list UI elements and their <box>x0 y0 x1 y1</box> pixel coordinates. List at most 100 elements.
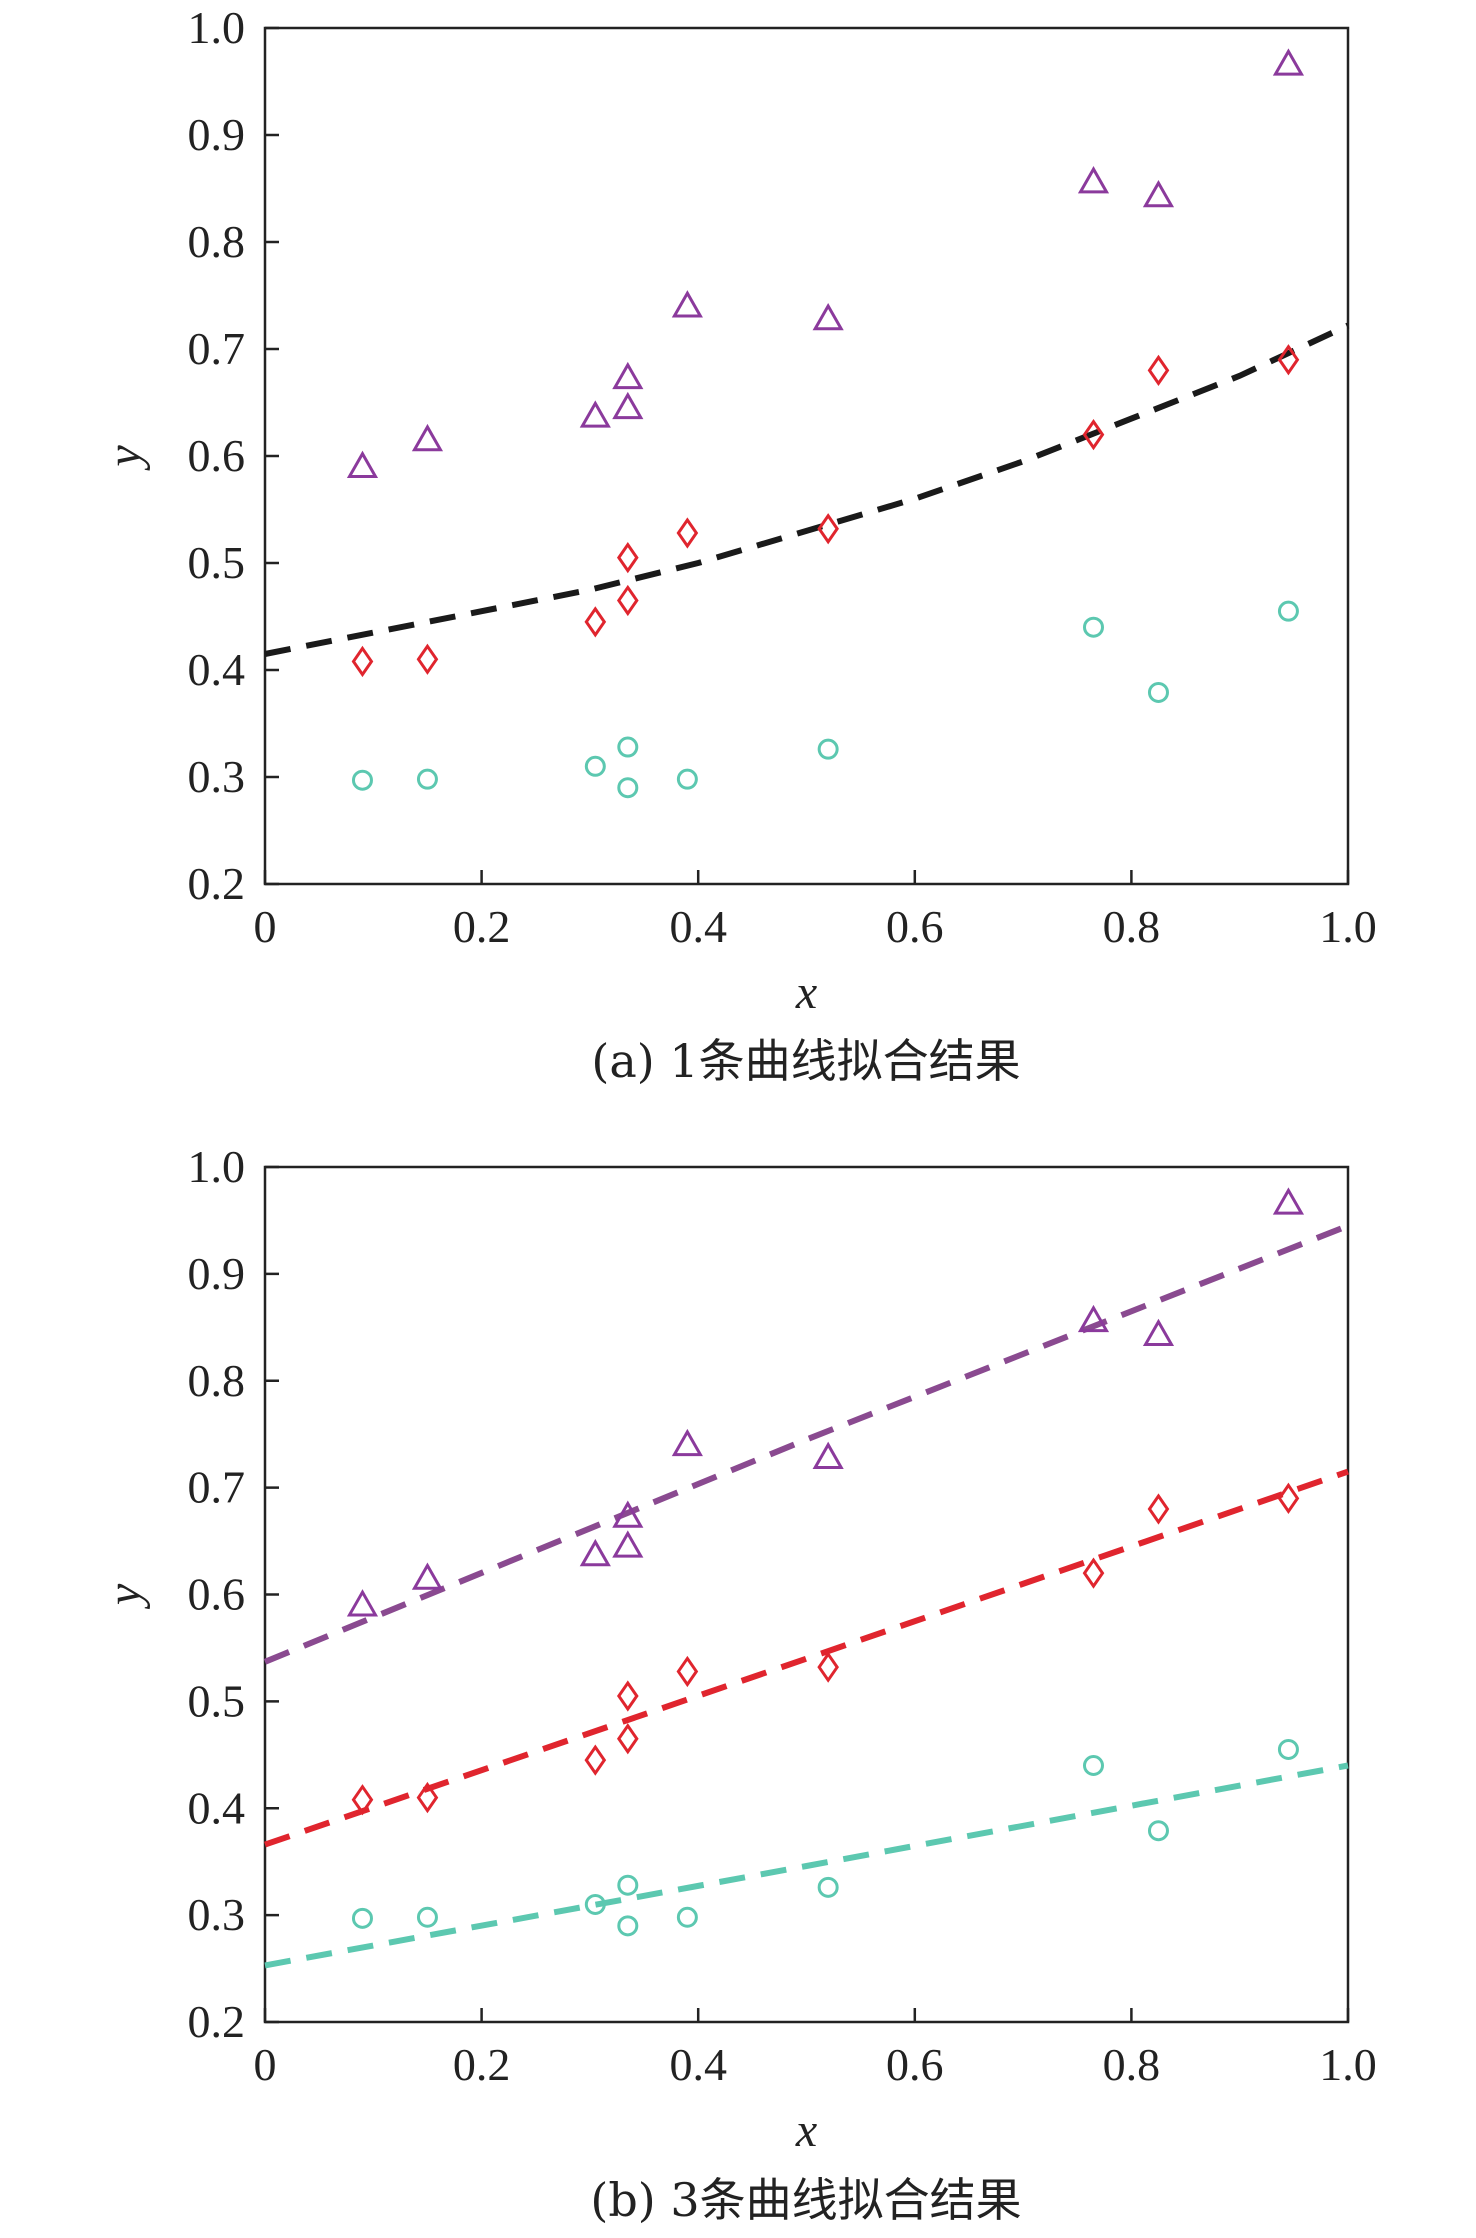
circle-point <box>676 1906 698 1928</box>
diamond-point <box>616 1680 639 1712</box>
triangle-point <box>1142 179 1175 208</box>
circle-point <box>617 1874 639 1896</box>
x-tick-label: 0.6 <box>886 901 944 952</box>
diamond-point <box>676 1655 699 1688</box>
x-tick-label: 0 <box>254 901 277 952</box>
diamond-point <box>676 517 699 549</box>
y-tick-label: 1.0 <box>188 2 246 53</box>
diamond-point <box>1147 354 1170 387</box>
x-tick-label: 0.8 <box>1103 901 1161 952</box>
triangle-point <box>1272 1187 1305 1215</box>
triangle-point <box>1077 1304 1110 1333</box>
circle-point <box>1147 1820 1169 1842</box>
triangle-point <box>671 290 703 318</box>
x-tick-label: 0.6 <box>886 2039 944 2090</box>
diamond-point <box>1277 344 1300 376</box>
diamond-point <box>817 513 839 545</box>
y-tick-label: 0.5 <box>188 1675 246 1726</box>
y-tick-label: 0.3 <box>188 751 246 802</box>
y-tick-label: 0.7 <box>188 1462 246 1513</box>
x-axis-label: x <box>795 2104 817 2157</box>
diamond-point <box>817 1651 839 1683</box>
circle-point <box>584 755 606 777</box>
y-tick-label: 0.8 <box>188 1355 246 1406</box>
circle-point <box>817 738 839 760</box>
y-tick-label: 0.4 <box>188 1782 246 1833</box>
y-tick-label: 0.6 <box>188 1569 246 1620</box>
circle-point <box>351 769 373 791</box>
circle-point <box>1082 1755 1104 1776</box>
diamond-point <box>584 606 607 638</box>
x-tick-label: 1.0 <box>1319 901 1377 952</box>
diamond-point <box>1082 1557 1105 1589</box>
y-tick-label: 0.5 <box>188 537 246 588</box>
y-tick-label: 0.3 <box>188 1889 246 1940</box>
diamond-point <box>616 1723 639 1755</box>
y-tick-label: 0.6 <box>188 430 246 481</box>
y-tick-label: 1.0 <box>188 1141 246 1192</box>
circle-point <box>1277 600 1299 622</box>
circle-point <box>1147 681 1169 703</box>
circle-point <box>416 1906 438 1928</box>
x-tick-label: 1.0 <box>1319 2039 1377 2090</box>
circle-point <box>617 777 639 799</box>
triangle-point <box>346 450 379 478</box>
triangle-point <box>612 1500 644 1528</box>
fit-line-fit-single <box>264 322 1350 657</box>
circle-point <box>1082 616 1104 638</box>
diamond-point <box>616 584 639 617</box>
panel-caption: (b) 3条曲线拟合结果 <box>590 2173 1021 2227</box>
x-tick-label: 0.2 <box>453 901 511 952</box>
diamond-point <box>416 643 439 675</box>
triangle-point <box>579 400 611 428</box>
circle-point <box>584 1893 606 1915</box>
plot-frame <box>263 26 1350 886</box>
y-axis-label: y <box>98 1583 151 1610</box>
triangle-point <box>812 1441 844 1469</box>
fit-line-fit-middle <box>264 1468 1349 1848</box>
y-tick-label: 0.2 <box>188 858 246 909</box>
diamond-point <box>1082 418 1105 451</box>
diamond-point <box>584 1744 607 1776</box>
fit-line-fit-upper <box>263 1223 1350 1665</box>
panel-a: 0 0.2 0.4 0.6 0.8 1.00.20.30.40.50.60.70.80.9… <box>98 2 1377 1088</box>
triangle-point <box>1142 1318 1175 1347</box>
diamond-point <box>351 645 374 678</box>
diamond-point <box>616 542 639 574</box>
circle-point <box>676 768 698 790</box>
x-tick-label: 0 <box>254 2039 277 2090</box>
triangle-point <box>612 391 644 420</box>
y-axis-label: y <box>98 445 151 472</box>
y-tick-label: 0.9 <box>188 109 246 160</box>
y-tick-label: 0.7 <box>188 323 246 374</box>
triangle-point <box>612 361 644 390</box>
triangle-point <box>346 1589 379 1617</box>
diamond-point <box>1277 1482 1300 1514</box>
diamond-point <box>416 1781 439 1814</box>
triangle-point <box>671 1428 703 1457</box>
y-tick-label: 0.2 <box>188 1996 246 2047</box>
triangle-point <box>411 423 444 452</box>
circle-point <box>1277 1738 1299 1760</box>
y-tick-label: 0.8 <box>188 216 246 267</box>
x-tick-label: 0.4 <box>669 2039 727 2090</box>
fit-line-fit-lower <box>264 1762 1349 1969</box>
x-tick-label: 0.4 <box>669 901 727 952</box>
panel-b: 0 0.2 0.4 0.6 0.8 1.00.20.30.40.50.60.70.80.9… <box>98 1141 1377 2227</box>
circle-point <box>617 736 639 758</box>
circle-point <box>416 768 438 790</box>
x-tick-label: 0.2 <box>453 2039 511 2090</box>
circle-point <box>351 1907 373 1929</box>
circle-point <box>617 1915 639 1937</box>
triangle-point <box>1077 166 1110 194</box>
triangle-point <box>812 303 844 331</box>
diamond-point <box>351 1784 374 1816</box>
triangle-point <box>1272 48 1305 76</box>
y-tick-label: 0.4 <box>188 644 246 695</box>
y-tick-label: 0.9 <box>188 1248 246 1299</box>
triangle-point <box>612 1530 644 1558</box>
x-axis-label: x <box>795 966 817 1019</box>
circle-point <box>817 1876 839 1898</box>
diamond-point <box>1147 1493 1170 1525</box>
